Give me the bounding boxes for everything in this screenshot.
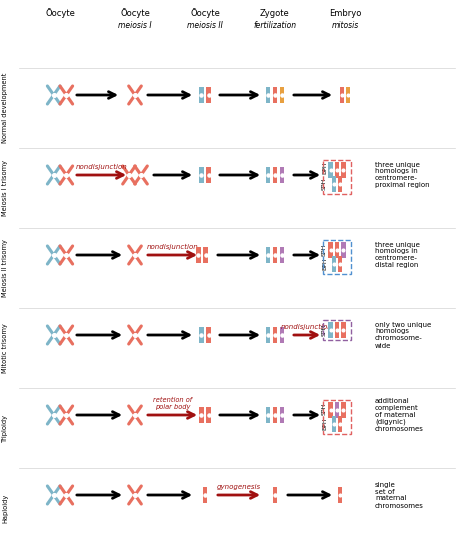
Bar: [338, 176, 342, 192]
Text: SPH: SPH: [322, 244, 327, 256]
Text: Zygote: Zygote: [260, 9, 290, 18]
Text: Haploidy: Haploidy: [2, 493, 8, 522]
Bar: [199, 167, 204, 183]
Bar: [338, 487, 342, 503]
Bar: [335, 322, 339, 338]
Bar: [273, 487, 277, 503]
Bar: [339, 87, 344, 103]
Text: additional
complement
of maternal
(digynic)
chromosomes: additional complement of maternal (digyn…: [375, 398, 424, 432]
Bar: [335, 162, 339, 178]
Text: three unique
homologs in
centromere-
distal region: three unique homologs in centromere- dis…: [375, 242, 420, 268]
Bar: [196, 247, 201, 263]
Bar: [338, 256, 342, 272]
Bar: [328, 322, 333, 338]
Bar: [338, 416, 342, 432]
Bar: [341, 242, 346, 258]
Text: retention of
polar body: retention of polar body: [153, 397, 192, 410]
Text: BPH: BPH: [322, 417, 327, 430]
Text: meiosis II: meiosis II: [187, 21, 223, 30]
Text: fertilization: fertilization: [254, 21, 297, 30]
Bar: [328, 402, 333, 418]
Bar: [199, 87, 204, 103]
Bar: [273, 87, 277, 103]
Bar: [206, 407, 211, 423]
Bar: [273, 247, 277, 263]
Bar: [273, 167, 277, 183]
Text: Meiosis I trisomy: Meiosis I trisomy: [2, 160, 8, 216]
Bar: [206, 87, 211, 103]
Text: Normal development: Normal development: [2, 73, 8, 143]
Bar: [341, 162, 346, 178]
Text: three unique
homologs in
centromere-
proximal region: three unique homologs in centromere- pro…: [375, 161, 429, 188]
Text: Ōocyte: Ōocyte: [45, 8, 75, 18]
Bar: [265, 407, 270, 423]
Bar: [332, 416, 336, 432]
Bar: [341, 402, 346, 418]
Bar: [273, 327, 277, 343]
Bar: [335, 402, 339, 418]
Bar: [332, 176, 336, 192]
Text: SPH: SPH: [322, 178, 327, 190]
Bar: [332, 256, 336, 272]
Text: SPH: SPH: [322, 324, 327, 336]
Text: meiosis I: meiosis I: [118, 21, 152, 30]
Text: Ōocyte: Ōocyte: [120, 8, 150, 18]
Text: Embryo: Embryo: [329, 9, 361, 18]
Bar: [328, 162, 333, 178]
Bar: [280, 167, 284, 183]
Bar: [265, 327, 270, 343]
Bar: [203, 487, 207, 503]
Text: gynogenesis: gynogenesis: [217, 484, 261, 490]
Bar: [206, 327, 211, 343]
Bar: [199, 407, 204, 423]
Text: BPH: BPH: [322, 258, 327, 270]
Bar: [341, 322, 346, 338]
Text: nondisjunction: nondisjunction: [76, 164, 128, 170]
Bar: [328, 242, 333, 258]
Text: Mitotic trisomy: Mitotic trisomy: [2, 323, 8, 373]
Bar: [199, 327, 204, 343]
Bar: [280, 87, 284, 103]
Text: Meiosis II trisomy: Meiosis II trisomy: [2, 239, 8, 297]
Bar: [346, 87, 350, 103]
Text: BPH: BPH: [322, 162, 327, 174]
Bar: [335, 242, 339, 258]
Bar: [203, 247, 208, 263]
Text: Ōocyte: Ōocyte: [190, 8, 220, 18]
Text: SPH: SPH: [322, 403, 327, 415]
Bar: [265, 167, 270, 183]
Text: nondisjunction: nondisjunction: [146, 244, 199, 250]
Text: only two unique
homologs
chromosome-
wide: only two unique homologs chromosome- wid…: [375, 322, 431, 349]
Bar: [265, 247, 270, 263]
Text: Triploidy: Triploidy: [2, 414, 8, 442]
Text: single
set of
maternal
chromosomes: single set of maternal chromosomes: [375, 482, 424, 508]
Bar: [206, 167, 211, 183]
Bar: [265, 87, 270, 103]
Bar: [280, 407, 284, 423]
Text: nondisjunction: nondisjunction: [281, 324, 333, 330]
Bar: [280, 247, 284, 263]
Text: mitosis: mitosis: [331, 21, 359, 30]
Bar: [280, 327, 284, 343]
Bar: [273, 407, 277, 423]
